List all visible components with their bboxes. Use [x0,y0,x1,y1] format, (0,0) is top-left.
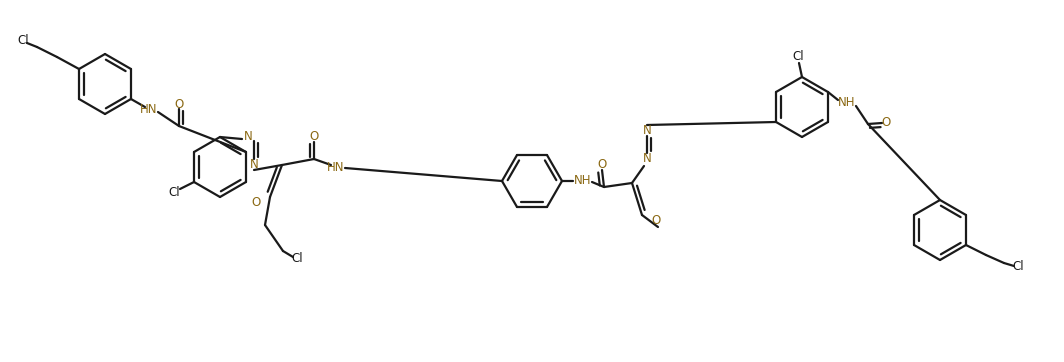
Text: NH: NH [838,97,855,109]
Text: O: O [597,159,606,172]
Text: Cl: Cl [1012,261,1024,274]
Text: Cl: Cl [168,185,180,198]
Text: N: N [250,159,259,172]
Text: N: N [244,130,252,143]
Text: Cl: Cl [17,34,29,47]
Text: O: O [310,130,318,143]
Text: O: O [174,97,184,110]
Text: O: O [251,195,261,209]
Text: N: N [643,152,651,164]
Text: Cl: Cl [292,253,303,265]
Text: Cl: Cl [793,51,803,63]
Text: O: O [651,214,661,227]
Text: HN: HN [140,102,157,115]
Text: N: N [643,123,651,136]
Text: HN: HN [328,160,345,173]
Text: NH: NH [575,174,592,188]
Text: O: O [881,115,891,129]
